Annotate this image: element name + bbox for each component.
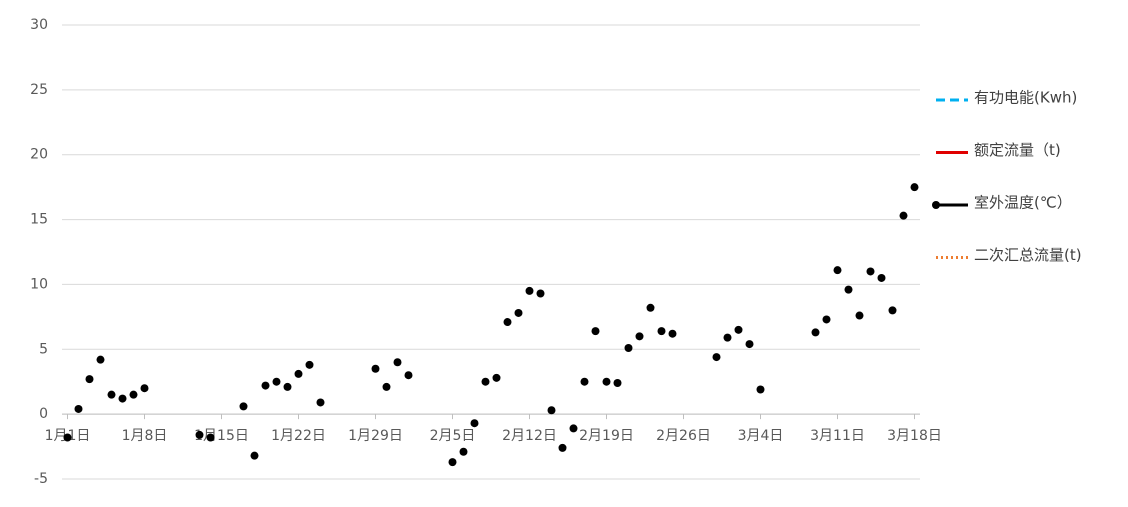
point xyxy=(492,373,501,382)
point xyxy=(195,430,204,439)
point xyxy=(404,371,413,380)
legend-marker xyxy=(932,201,940,209)
point xyxy=(833,266,842,275)
y-tick-label: -5 xyxy=(34,471,48,487)
legend-text: 额定流量（t) xyxy=(974,141,1061,159)
point xyxy=(140,384,149,393)
point xyxy=(657,327,666,336)
point xyxy=(525,286,534,295)
point xyxy=(591,327,600,336)
point xyxy=(470,419,479,428)
y-tick-label: 15 xyxy=(30,212,48,228)
x-tick-label: 2月19日 xyxy=(579,428,634,444)
point xyxy=(239,402,248,411)
point xyxy=(602,377,611,386)
point xyxy=(613,379,622,388)
point xyxy=(393,358,402,367)
point xyxy=(316,398,325,407)
point xyxy=(371,364,380,373)
point xyxy=(96,355,105,364)
point xyxy=(206,433,215,442)
point xyxy=(646,303,655,312)
point xyxy=(63,433,72,442)
point xyxy=(899,211,908,220)
point xyxy=(668,329,677,338)
x-tick-label: 3月18日 xyxy=(887,428,942,444)
point xyxy=(503,318,512,327)
point xyxy=(85,375,94,384)
y-tick-label: 5 xyxy=(39,341,48,357)
point xyxy=(855,311,864,320)
legend-text: 二次汇总流量(t) xyxy=(974,246,1082,264)
point xyxy=(822,315,831,324)
y-tick-label: 30 xyxy=(30,17,48,33)
point xyxy=(272,377,281,386)
point xyxy=(580,377,589,386)
point xyxy=(459,447,468,456)
point xyxy=(558,443,567,452)
point xyxy=(294,369,303,378)
point xyxy=(723,333,732,342)
point xyxy=(107,390,116,399)
legend-text: 室外温度(℃） xyxy=(974,194,1072,212)
point xyxy=(382,382,391,391)
point xyxy=(866,267,875,276)
x-tick-label: 1月22日 xyxy=(271,428,326,444)
point xyxy=(910,183,919,192)
point xyxy=(624,343,633,352)
point xyxy=(635,332,644,341)
point xyxy=(261,381,270,390)
point xyxy=(745,340,754,349)
x-tick-label: 2月12日 xyxy=(502,428,557,444)
point xyxy=(811,328,820,337)
x-tick-label: 2月26日 xyxy=(656,428,711,444)
point xyxy=(250,451,259,460)
y-tick-label: 0 xyxy=(39,406,48,422)
point xyxy=(888,306,897,315)
point xyxy=(547,406,556,415)
point xyxy=(569,424,578,433)
x-tick-label: 1月8日 xyxy=(122,428,168,444)
point xyxy=(118,394,127,403)
y-tick-label: 25 xyxy=(30,82,48,98)
y-tick-label: 20 xyxy=(30,147,48,163)
point xyxy=(283,382,292,391)
point xyxy=(74,404,83,413)
point xyxy=(844,285,853,294)
point xyxy=(877,273,886,282)
x-tick-label: 2月5日 xyxy=(430,428,476,444)
point xyxy=(536,289,545,298)
point xyxy=(514,308,523,317)
point xyxy=(712,353,721,362)
point xyxy=(129,390,138,399)
legend-text: 有功电能(Kwh) xyxy=(974,89,1077,107)
point xyxy=(448,458,457,467)
x-tick-label: 1月29日 xyxy=(348,428,403,444)
point xyxy=(481,377,490,386)
point xyxy=(734,325,743,334)
point xyxy=(305,360,314,369)
y-tick-label: 10 xyxy=(30,276,48,292)
point xyxy=(756,385,765,394)
x-tick-label: 3月4日 xyxy=(738,428,784,444)
x-tick-label: 3月11日 xyxy=(810,428,865,444)
